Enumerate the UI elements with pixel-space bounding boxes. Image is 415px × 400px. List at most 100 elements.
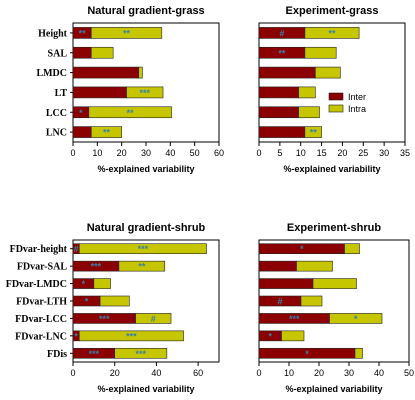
bar-segment-intra <box>90 27 163 39</box>
category-label: LMDC <box>36 68 67 79</box>
significance-label: ** <box>103 128 111 138</box>
significance-label: * <box>305 349 309 359</box>
x-tick-label: 30 <box>344 368 354 378</box>
bar-segment-intra <box>298 86 316 99</box>
chart-panel-4: Experiment-shrub 0 10 20 30 40 50 %-explained v… <box>256 222 414 394</box>
bar-segment-intra <box>90 126 122 138</box>
category-label: FDis <box>47 349 67 360</box>
x-tick-label: 35 <box>400 148 410 158</box>
x-tick-label: 15 <box>317 148 327 158</box>
significance-label: ** <box>278 48 286 58</box>
x-tick-label: 10 <box>296 148 306 158</box>
bar-segment-intra <box>312 278 357 289</box>
significance-label: ** <box>127 108 135 118</box>
significance-label: *** <box>89 349 100 359</box>
chart-panel-1: Natural gradient-grass 0 10 20 30 40 50 60 %-exp… <box>36 5 224 174</box>
category-label: Height <box>38 28 68 39</box>
significance-label: *** <box>140 88 151 98</box>
bar-segment-intra <box>298 106 320 119</box>
bar-segment-intra <box>304 46 337 59</box>
category-label: LT <box>55 88 68 99</box>
significance-label: * <box>268 331 272 341</box>
significance-label: *** <box>138 244 149 254</box>
x-tick-label: 20 <box>110 368 120 378</box>
x-tick-label: 0 <box>256 368 261 378</box>
category-label: FDvar-LNC <box>15 331 67 342</box>
significance-label: # <box>279 28 284 38</box>
x-tick-label: 20 <box>337 148 347 158</box>
category-label: FDvar-LTH <box>16 297 67 308</box>
bar-segment-intra <box>304 27 360 39</box>
plot-frame <box>258 22 406 143</box>
bar-segment-intra <box>126 86 164 99</box>
legend-swatch-intra <box>328 104 344 113</box>
x-tick-label: 40 <box>374 368 384 378</box>
bar-segment-inter <box>72 46 92 59</box>
bar-segment-inter <box>258 126 306 138</box>
bar-segment-inter <box>258 106 299 119</box>
bar-segment-inter <box>258 86 299 99</box>
significance-label: *** <box>136 349 147 359</box>
significance-label: ** <box>79 28 87 38</box>
significance-label: * <box>74 331 78 341</box>
significance-label: *** <box>289 314 300 324</box>
x-tick-label: 0 <box>70 368 75 378</box>
x-tick-label: 10 <box>92 148 102 158</box>
x-tick-label: 50 <box>190 148 200 158</box>
x-tick-label: 0 <box>70 148 75 158</box>
bar-segment-inter <box>258 66 316 79</box>
bar-segment-intra <box>78 330 184 342</box>
x-tick-label: 30 <box>141 148 151 158</box>
significance-label: ** <box>328 28 336 38</box>
significance-label: # <box>74 244 79 254</box>
bar-segment-intra <box>329 313 383 324</box>
bar-segment-intra <box>315 66 341 79</box>
significance-label: *** <box>126 331 137 341</box>
bar-segment-intra <box>99 295 130 307</box>
bar-segment-inter <box>72 86 127 99</box>
bar-segment-intra <box>78 243 207 255</box>
significance-label: *** <box>99 314 110 324</box>
significance-label: # <box>277 297 282 307</box>
bar-segment-intra <box>354 347 363 359</box>
significance-label: *** <box>91 262 102 272</box>
bar-segment-intra <box>135 313 172 324</box>
chart-title: Experiment-grass <box>286 5 379 17</box>
bar-segment-intra <box>304 126 322 138</box>
legend-label-inter: Inter <box>348 92 366 102</box>
significance-label: * <box>354 314 358 324</box>
bar-segment-inter <box>258 278 314 289</box>
x-tick-label: 20 <box>314 368 324 378</box>
bar-segment-intra <box>88 106 172 119</box>
bar-segment-inter <box>258 260 297 272</box>
x-axis-label: %-explained variability <box>283 164 380 174</box>
x-tick-label: 50 <box>404 368 414 378</box>
bar-segment-intra <box>300 295 323 307</box>
category-label: FDvar-LMDC <box>6 279 67 290</box>
category-label: FDvar-height <box>10 244 68 255</box>
bar-segment-inter <box>72 66 139 79</box>
x-tick-label: 20 <box>117 148 127 158</box>
x-tick-label: 30 <box>379 148 389 158</box>
significance-label: # <box>151 314 156 324</box>
chart-title: Natural gradient-grass <box>87 5 204 17</box>
x-tick-label: 40 <box>165 148 175 158</box>
x-tick-label: 10 <box>284 368 294 378</box>
x-tick-label: 60 <box>193 368 203 378</box>
bar-segment-intra <box>93 278 111 289</box>
significance-label: * <box>82 279 86 289</box>
category-label: LCC <box>46 108 67 119</box>
x-axis-label: %-explained variability <box>97 164 194 174</box>
significance-label: ** <box>138 262 146 272</box>
significance-label: * <box>79 108 83 118</box>
x-tick-label: 25 <box>358 148 368 158</box>
significance-label: ** <box>123 28 131 38</box>
significance-label: ** <box>310 128 318 138</box>
category-label: FDvar-LCC <box>15 314 67 325</box>
bar-segment-intra <box>138 66 143 79</box>
x-tick-label: 60 <box>214 148 224 158</box>
chart-panel-2: Experiment-grass 0 5 10 15 20 25 30 35 %-explaine… <box>256 5 410 174</box>
chart-title: Natural gradient-shrub <box>87 222 206 234</box>
bar-segment-intra <box>90 46 114 59</box>
